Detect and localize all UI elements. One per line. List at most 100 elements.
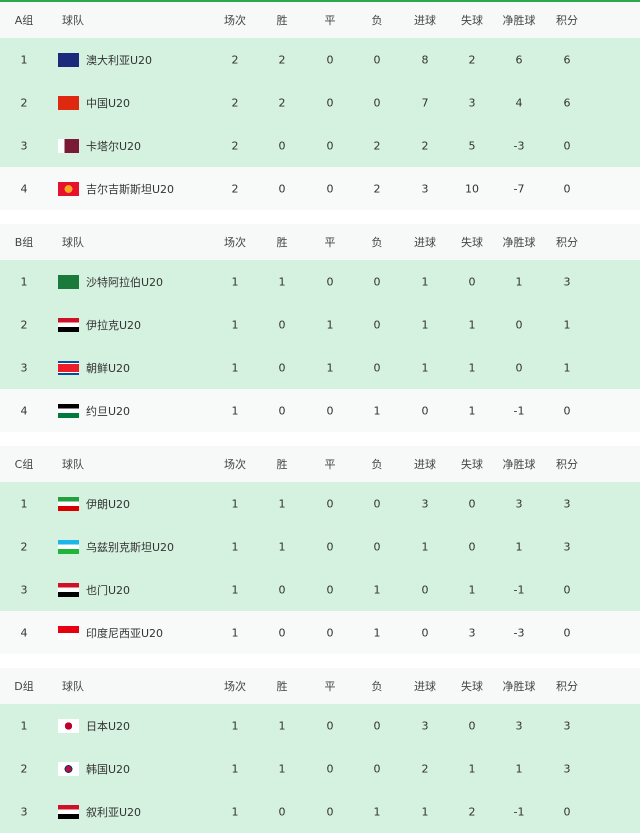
team-name[interactable]: 约旦U20: [86, 404, 131, 418]
stat-cell: 2: [373, 182, 381, 195]
team-name[interactable]: 伊拉克U20: [86, 318, 142, 332]
stat-cell: 3: [421, 497, 429, 510]
stat-cell: 1: [326, 318, 334, 331]
group-name: C组: [14, 458, 34, 471]
table-row[interactable]: 2 乌兹别克斯坦U20 1 1 0 0 1 0 1 3: [0, 525, 640, 568]
stat-cell: 2: [278, 53, 286, 66]
header-col: 场次: [224, 680, 246, 693]
team-name[interactable]: 也门U20: [86, 583, 131, 597]
rank: 3: [20, 361, 28, 374]
stat-cell: 1: [515, 275, 523, 288]
team-name[interactable]: 卡塔尔U20: [86, 139, 142, 153]
kyrgyzstan-flag-icon: [58, 181, 79, 196]
team-name[interactable]: 叙利亚U20: [86, 805, 142, 819]
stat-cell: 1: [515, 540, 523, 553]
header-col: 场次: [224, 236, 246, 249]
rank: 2: [20, 318, 28, 331]
stat-cell: 0: [326, 805, 334, 818]
stat-cell: 1: [468, 318, 476, 331]
header-col: 负: [371, 458, 383, 471]
stat-cell: 0: [373, 540, 381, 553]
table-row[interactable]: 1 澳大利亚U20 2 2 0 0 8 2 6 6: [0, 38, 640, 81]
header-team: 球队: [62, 680, 84, 693]
group-header: B组 球队 场次 胜 平 负 进球 失球 净胜球 积分: [0, 224, 640, 260]
team-name[interactable]: 朝鲜U20: [86, 361, 131, 375]
stat-cell: 1: [278, 540, 286, 553]
stat-cell: 2: [278, 96, 286, 109]
team-name[interactable]: 印度尼西亚U20: [86, 626, 164, 640]
china-flag-icon: [58, 95, 79, 110]
stat-cell: 1: [421, 318, 429, 331]
south-korea-flag-icon: [58, 761, 79, 776]
iraq-flag-icon: [58, 317, 79, 332]
team-name[interactable]: 乌兹别克斯坦U20: [86, 540, 175, 554]
stat-cell: 1: [468, 762, 476, 775]
table-row[interactable]: 2 韩国U20 1 1 0 0 2 1 1 3: [0, 747, 640, 790]
stat-cell: 8: [421, 53, 429, 66]
stat-cell: 1: [231, 361, 239, 374]
team-name[interactable]: 日本U20: [86, 719, 131, 733]
stat-cell: 3: [515, 497, 523, 510]
table-row[interactable]: 2 中国U20 2 2 0 0 7 3 4 6: [0, 81, 640, 124]
stat-cell: 0: [326, 583, 334, 596]
table-row[interactable]: 4 约旦U20 1 0 0 1 0 1 -1 0: [0, 389, 640, 432]
stat-cell: 1: [421, 540, 429, 553]
table-row[interactable]: 2 伊拉克U20 1 0 1 0 1 1 0 1: [0, 303, 640, 346]
rank: 2: [20, 540, 28, 553]
stat-cell: 0: [421, 404, 429, 417]
header-team: 球队: [62, 458, 84, 471]
stat-cell: 1: [373, 404, 381, 417]
rank: 4: [20, 404, 28, 417]
stat-cell: 0: [421, 583, 429, 596]
team-name[interactable]: 沙特阿拉伯U20: [86, 275, 164, 289]
group-name: D组: [14, 680, 34, 693]
stat-cell: 0: [468, 275, 476, 288]
team-name[interactable]: 吉尔吉斯斯坦U20: [86, 182, 175, 196]
stat-cell: 1: [421, 275, 429, 288]
stat-cell: 1: [373, 626, 381, 639]
table-row[interactable]: 3 卡塔尔U20 2 0 0 2 2 5 -3 0: [0, 124, 640, 167]
australia-flag-icon: [58, 52, 79, 67]
stat-cell: 7: [421, 96, 429, 109]
stat-cell: 1: [326, 361, 334, 374]
stat-cell: 0: [421, 626, 429, 639]
team-name[interactable]: 伊朗U20: [86, 497, 131, 511]
header-col: 失球: [461, 680, 483, 693]
table-row[interactable]: 4 吉尔吉斯斯坦U20 2 0 0 2 3 10 -7 0: [0, 167, 640, 210]
table-row[interactable]: 4 印度尼西亚U20 1 0 0 1 0 3 -3 0: [0, 611, 640, 654]
japan-flag-icon: [58, 718, 79, 733]
stat-cell: 0: [373, 318, 381, 331]
team-name[interactable]: 澳大利亚U20: [86, 53, 153, 67]
stat-cell: 1: [421, 361, 429, 374]
header-col: 进球: [414, 680, 436, 693]
rank: 1: [20, 497, 28, 510]
stat-cell: 5: [468, 139, 476, 152]
team-name[interactable]: 韩国U20: [86, 762, 131, 776]
rank: 4: [20, 182, 28, 195]
header-col: 净胜球: [502, 680, 536, 693]
table-row[interactable]: 1 沙特阿拉伯U20 1 1 0 0 1 0 1 3: [0, 260, 640, 303]
stat-cell: 2: [468, 805, 476, 818]
table-row[interactable]: 1 伊朗U20 1 1 0 0 3 0 3 3: [0, 482, 640, 525]
header-col: 胜: [276, 680, 288, 693]
table-row[interactable]: 3 也门U20 1 0 0 1 0 1 -1 0: [0, 568, 640, 611]
stat-cell: 1: [421, 805, 429, 818]
stat-cell: 3: [468, 626, 476, 639]
header-col: 积分: [556, 14, 578, 27]
table-row[interactable]: 3 叙利亚U20 1 0 0 1 1 2 -1 0: [0, 790, 640, 833]
header-col: 负: [371, 680, 383, 693]
stat-cell: 3: [563, 719, 571, 732]
stat-cell: 0: [563, 626, 571, 639]
team-name[interactable]: 中国U20: [86, 96, 131, 110]
stat-cell: 0: [563, 182, 571, 195]
group-header: D组 球队 场次 胜 平 负 进球 失球 净胜球 积分: [0, 668, 640, 704]
stat-cell: 2: [231, 53, 239, 66]
header-team: 球队: [62, 236, 84, 249]
stat-cell: 3: [515, 719, 523, 732]
table-row[interactable]: 1 日本U20 1 1 0 0 3 0 3 3: [0, 704, 640, 747]
yemen-flag-icon: [58, 582, 79, 597]
stat-cell: 0: [515, 318, 523, 331]
stat-cell: 1: [231, 318, 239, 331]
table-row[interactable]: 3 朝鲜U20 1 0 1 0 1 1 0 1: [0, 346, 640, 389]
stat-cell: 1: [278, 719, 286, 732]
